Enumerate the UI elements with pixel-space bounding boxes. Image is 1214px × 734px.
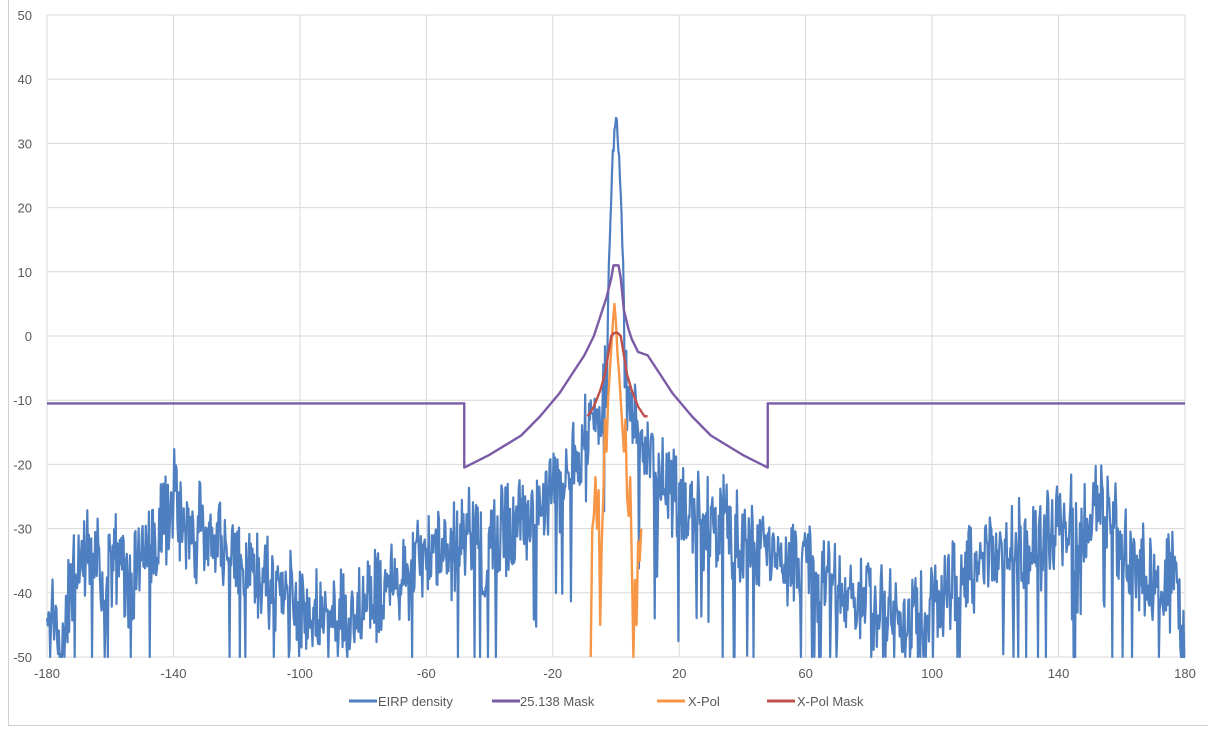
y-tick-label: -40 (13, 586, 32, 601)
tick-layer: -180 -140 -100 -60 -20 20 60 100 140 180-50-40-30… (13, 8, 1196, 681)
x-tick-label: -20 (543, 666, 562, 681)
legend-label: X-Pol (688, 694, 720, 709)
x-tick-label: 180 (1174, 666, 1196, 681)
y-tick-label: 10 (18, 265, 32, 280)
y-tick-label: 30 (18, 136, 32, 151)
legend-item: 25.138 Mask (492, 694, 595, 709)
legend-item: X-Pol Mask (767, 694, 864, 709)
legend-label: EIRP density (378, 694, 453, 709)
legend-label: X-Pol Mask (797, 694, 864, 709)
x-tick-label: 60 (798, 666, 812, 681)
series-line-eirp-density (45, 116, 1186, 659)
x-tick-label: -100 (287, 666, 313, 681)
x-tick-label: -140 (160, 666, 186, 681)
series-line-25-138-mask (47, 264, 1185, 469)
x-tick-label: 100 (921, 666, 943, 681)
legend-item: X-Pol (657, 694, 720, 709)
y-tick-label: 40 (18, 72, 32, 87)
x-tick-label: -180 (34, 666, 60, 681)
legend: EIRP density 25.138 Mask X-Pol X-Pol Mask (349, 694, 864, 709)
y-tick-label: -30 (13, 522, 32, 537)
series-layer (45, 116, 1186, 659)
y-tick-label: -50 (13, 650, 32, 665)
legend-item: EIRP density (349, 694, 453, 709)
y-tick-label: 50 (18, 8, 32, 23)
y-tick-label: -20 (13, 457, 32, 472)
chart-frame (8, 0, 1208, 726)
legend-label: 25.138 Mask (520, 694, 595, 709)
y-tick-label: 20 (18, 201, 32, 216)
y-tick-label: 0 (25, 329, 32, 344)
y-tick-label: -10 (13, 393, 32, 408)
x-tick-label: 140 (1048, 666, 1070, 681)
grid-layer (46, 14, 1186, 658)
x-tick-label: 20 (672, 666, 686, 681)
series-line-x-pol (589, 302, 643, 659)
x-tick-label: -60 (417, 666, 436, 681)
series-line-x-pol-mask (586, 331, 648, 418)
